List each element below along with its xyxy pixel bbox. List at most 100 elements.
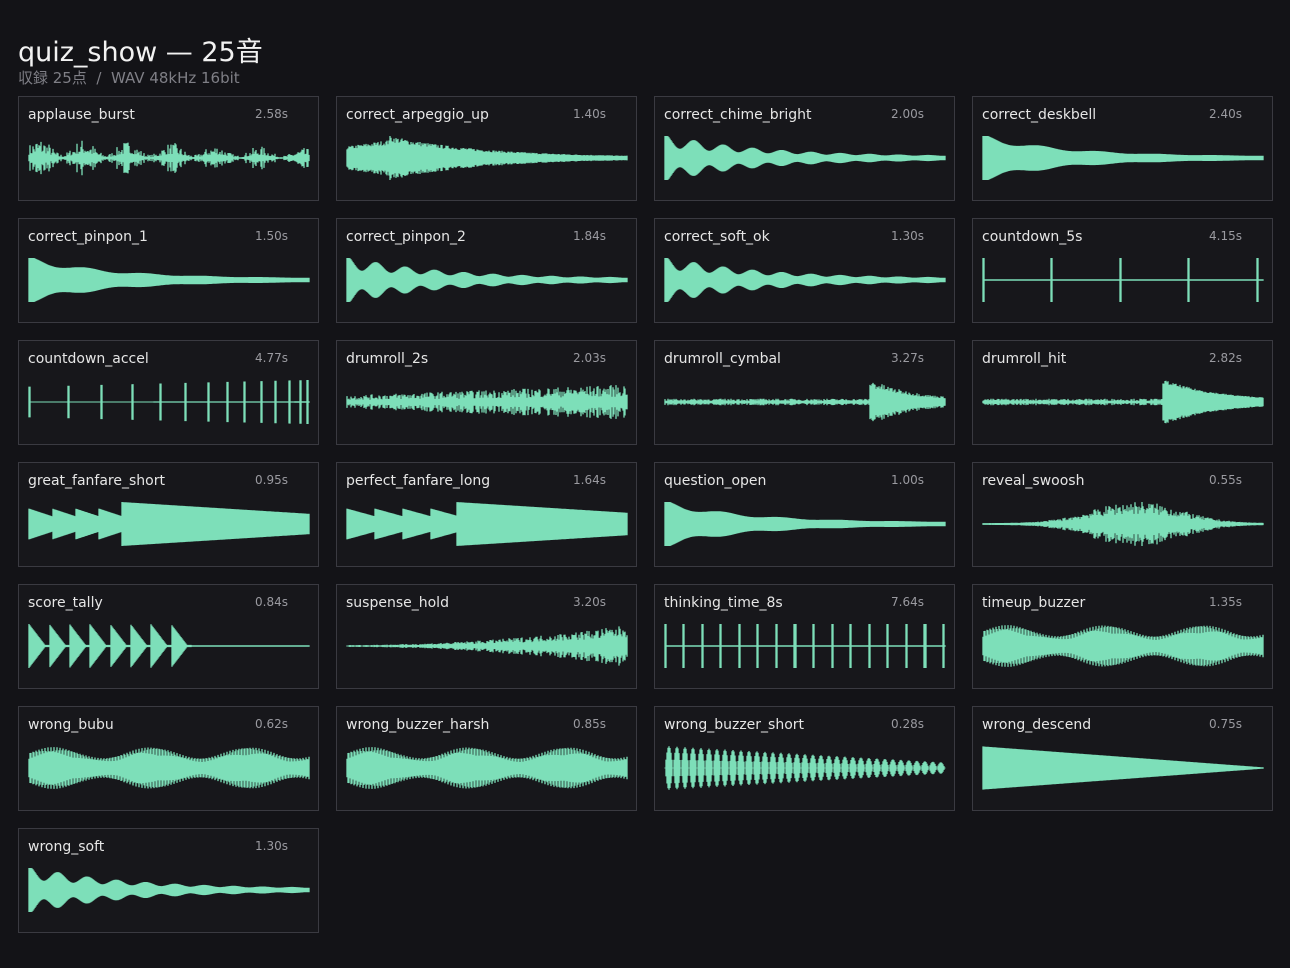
sound-duration: 7.64s: [891, 595, 924, 609]
sound-card[interactable]: wrong_buzzer_short 0.28s: [654, 706, 955, 811]
waveform-shape: [664, 382, 946, 422]
sound-card[interactable]: wrong_soft 1.30s: [18, 828, 319, 933]
waveform: [28, 258, 310, 302]
sound-name: thinking_time_8s: [664, 595, 783, 611]
sound-duration: 0.85s: [573, 717, 606, 731]
sound-duration: 0.55s: [1209, 473, 1242, 487]
sound-card[interactable]: score_tally 0.84s: [18, 584, 319, 689]
sound-card[interactable]: correct_chime_bright 2.00s: [654, 96, 955, 201]
sound-duration: 1.84s: [573, 229, 606, 243]
waveform: [664, 382, 946, 422]
waveform: [28, 747, 310, 789]
sound-duration: 0.28s: [891, 717, 924, 731]
waveform-shape: [28, 502, 310, 546]
sound-duration: 0.95s: [255, 473, 288, 487]
sound-name: wrong_buzzer_short: [664, 717, 805, 733]
sound-duration: 1.35s: [1209, 595, 1242, 609]
sound-name: correct_deskbell: [982, 107, 1097, 123]
waveform-shape: [664, 624, 946, 668]
sound-card[interactable]: timeup_buzzer 1.35s: [972, 584, 1273, 689]
sound-card[interactable]: drumroll_cymbal 3.27s: [654, 340, 955, 445]
waveform-shape: [346, 502, 628, 546]
sound-name: correct_pinpon_1: [28, 229, 148, 245]
sound-card[interactable]: drumroll_2s 2.03s: [336, 340, 637, 445]
waveform: [664, 136, 946, 180]
sound-name: question_open: [664, 473, 767, 489]
sound-card[interactable]: correct_deskbell 2.40s: [972, 96, 1273, 201]
sound-name: timeup_buzzer: [982, 595, 1086, 611]
sound-name: wrong_soft: [28, 839, 105, 855]
sound-card[interactable]: applause_burst 2.58s: [18, 96, 319, 201]
sound-card[interactable]: countdown_accel 4.77s: [18, 340, 319, 445]
sound-card[interactable]: correct_soft_ok 1.30s: [654, 218, 955, 323]
waveform: [346, 258, 628, 302]
waveform-shape: [982, 258, 1264, 302]
waveform: [28, 868, 310, 912]
sound-name: drumroll_cymbal: [664, 351, 781, 367]
waveform: [982, 380, 1264, 424]
sound-name: perfect_fanfare_long: [346, 473, 491, 489]
sound-card[interactable]: correct_pinpon_1 1.50s: [18, 218, 319, 323]
waveform: [982, 258, 1264, 302]
waveform-shape: [28, 258, 310, 302]
sound-name: correct_soft_ok: [664, 229, 770, 245]
waveform-shape: [664, 502, 946, 546]
sound-name: drumroll_hit: [982, 351, 1067, 367]
waveform-shape: [28, 868, 310, 912]
sound-card[interactable]: correct_pinpon_2 1.84s: [336, 218, 637, 323]
sound-name: applause_burst: [28, 107, 135, 123]
sound-card[interactable]: wrong_bubu 0.62s: [18, 706, 319, 811]
sound-card[interactable]: perfect_fanfare_long 1.64s: [336, 462, 637, 567]
sound-duration: 4.15s: [1209, 229, 1242, 243]
sound-duration: 0.84s: [255, 595, 288, 609]
sound-name: correct_chime_bright: [664, 107, 812, 123]
waveform-shape: [982, 380, 1264, 424]
sound-duration: 1.50s: [255, 229, 288, 243]
sound-name: reveal_swoosh: [982, 473, 1085, 489]
waveform-shape: [28, 747, 310, 789]
sound-name: great_fanfare_short: [28, 473, 165, 489]
waveform: [664, 502, 946, 546]
page-title: quiz_show — 25音: [18, 37, 263, 68]
sound-card[interactable]: suspense_hold 3.20s: [336, 584, 637, 689]
waveform: [346, 385, 628, 419]
sound-card[interactable]: wrong_buzzer_harsh 0.85s: [336, 706, 637, 811]
waveform-shape: [28, 624, 310, 668]
sound-card[interactable]: correct_arpeggio_up 1.40s: [336, 96, 637, 201]
waveform-shape: [346, 385, 628, 419]
waveform: [28, 624, 310, 668]
sound-card[interactable]: question_open 1.00s: [654, 462, 955, 567]
sound-duration: 2.40s: [1209, 107, 1242, 121]
waveform-shape: [982, 502, 1264, 546]
sound-name: countdown_accel: [28, 351, 149, 367]
sound-name: correct_pinpon_2: [346, 229, 466, 245]
sound-duration: 1.30s: [891, 229, 924, 243]
sound-duration: 4.77s: [255, 351, 288, 365]
waveform: [346, 502, 628, 546]
sound-duration: 3.27s: [891, 351, 924, 365]
waveform: [664, 746, 946, 790]
sound-name: suspense_hold: [346, 595, 449, 611]
sound-duration: 3.20s: [573, 595, 606, 609]
waveform-shape: [664, 136, 946, 180]
waveform: [982, 136, 1264, 180]
waveform-shape: [346, 136, 628, 180]
sound-name: wrong_buzzer_harsh: [346, 717, 490, 733]
sound-name: score_tally: [28, 595, 103, 611]
sound-card[interactable]: countdown_5s 4.15s: [972, 218, 1273, 323]
waveform: [982, 502, 1264, 546]
sound-card[interactable]: thinking_time_8s 7.64s: [654, 584, 955, 689]
sound-duration: 0.75s: [1209, 717, 1242, 731]
sound-duration: 2.00s: [891, 107, 924, 121]
waveform-shape: [982, 136, 1264, 180]
sound-card[interactable]: wrong_descend 0.75s: [972, 706, 1273, 811]
sound-card[interactable]: drumroll_hit 2.82s: [972, 340, 1273, 445]
waveform: [28, 140, 310, 176]
sound-name: countdown_5s: [982, 229, 1083, 245]
waveform-shape: [664, 258, 946, 302]
sound-card[interactable]: reveal_swoosh 0.55s: [972, 462, 1273, 567]
sound-card[interactable]: great_fanfare_short 0.95s: [18, 462, 319, 567]
waveform-shape: [664, 746, 946, 790]
sound-duration: 1.40s: [573, 107, 606, 121]
